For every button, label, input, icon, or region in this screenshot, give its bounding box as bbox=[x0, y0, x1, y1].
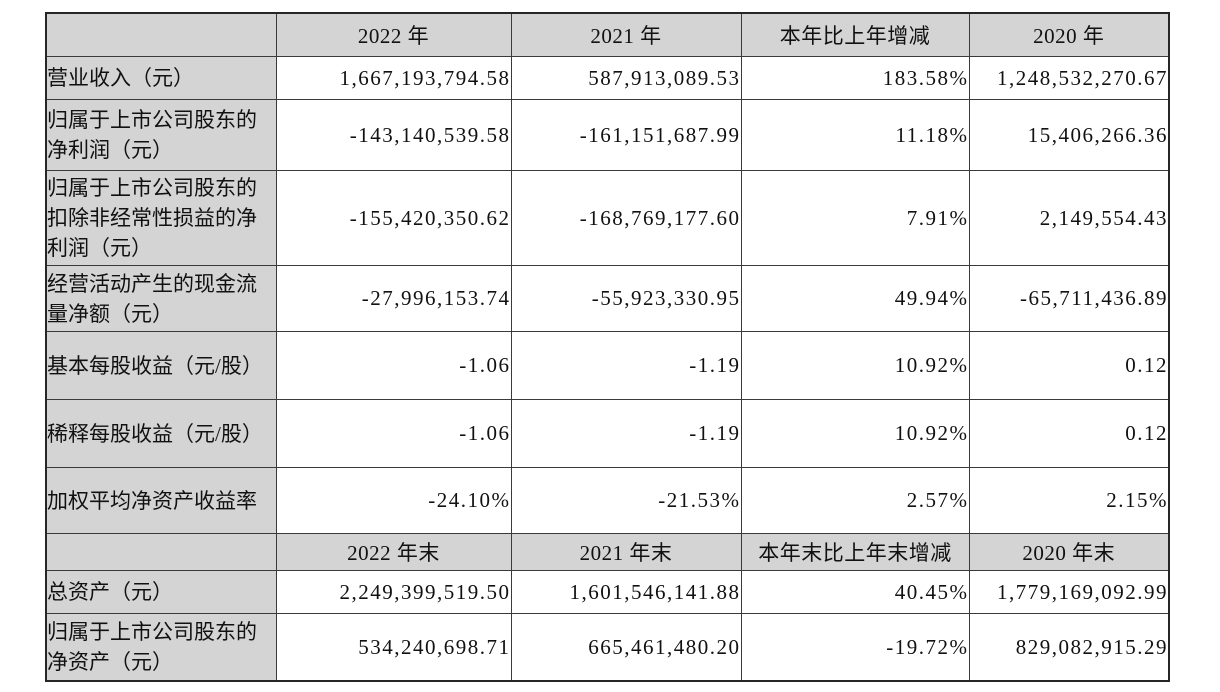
annual-header-2020: 2020 年 bbox=[968, 12, 1170, 57]
value-2021: -161,151,687.99 bbox=[510, 99, 742, 171]
row-operating-cash-flow: 经营活动产生的现金流量净额（元） -27,996,153.74 -55,923,… bbox=[45, 265, 1170, 332]
value-change: 11.18% bbox=[740, 99, 970, 171]
value-change: 10.92% bbox=[740, 331, 970, 400]
value-change: 49.94% bbox=[740, 265, 970, 332]
value-2020: 1,779,169,092.99 bbox=[968, 570, 1170, 614]
row-label: 加权平均净资产收益率 bbox=[45, 467, 277, 534]
row-label: 归属于上市公司股东的扣除非经常性损益的净利润（元） bbox=[45, 170, 277, 266]
yearend-header-blank bbox=[45, 533, 277, 571]
row-label: 归属于上市公司股东的净资产（元） bbox=[45, 613, 277, 682]
value-2022: -1.06 bbox=[275, 331, 512, 400]
row-label: 总资产（元） bbox=[45, 570, 277, 614]
value-2022: 2,249,399,519.50 bbox=[275, 570, 512, 614]
value-2020: 1,248,532,270.67 bbox=[968, 56, 1170, 100]
row-label: 营业收入（元） bbox=[45, 56, 277, 100]
value-2020: 15,406,266.36 bbox=[968, 99, 1170, 171]
annual-header-blank bbox=[45, 12, 277, 57]
row-label: 经营活动产生的现金流量净额（元） bbox=[45, 265, 277, 332]
value-change: 2.57% bbox=[740, 467, 970, 534]
row-label: 基本每股收益（元/股） bbox=[45, 331, 277, 400]
annual-header-2021: 2021 年 bbox=[510, 12, 742, 57]
value-2021: -55,923,330.95 bbox=[510, 265, 742, 332]
value-change: 40.45% bbox=[740, 570, 970, 614]
financial-summary-table: 2022 年 2021 年 本年比上年增减 2020 年 营业收入（元） 1,6… bbox=[45, 12, 1170, 682]
row-label: 稀释每股收益（元/股） bbox=[45, 399, 277, 468]
value-2022: -24.10% bbox=[275, 467, 512, 534]
row-total-assets: 总资产（元） 2,249,399,519.50 1,601,546,141.88… bbox=[45, 570, 1170, 614]
value-change: 7.91% bbox=[740, 170, 970, 266]
value-2021: -1.19 bbox=[510, 331, 742, 400]
value-2020: 2,149,554.43 bbox=[968, 170, 1170, 266]
value-2020: 829,082,915.29 bbox=[968, 613, 1170, 682]
row-net-assets-attributable: 归属于上市公司股东的净资产（元） 534,240,698.71 665,461,… bbox=[45, 613, 1170, 682]
yearend-header-row: 2022 年末 2021 年末 本年末比上年末增减 2020 年末 bbox=[45, 533, 1170, 571]
value-2021: -168,769,177.60 bbox=[510, 170, 742, 266]
yearend-header-change: 本年末比上年末增减 bbox=[740, 533, 970, 571]
yearend-header-2021: 2021 年末 bbox=[510, 533, 742, 571]
row-net-profit-attributable: 归属于上市公司股东的净利润（元） -143,140,539.58 -161,15… bbox=[45, 99, 1170, 171]
row-diluted-eps: 稀释每股收益（元/股） -1.06 -1.19 10.92% 0.12 bbox=[45, 399, 1170, 468]
value-2022: 534,240,698.71 bbox=[275, 613, 512, 682]
value-2021: 1,601,546,141.88 bbox=[510, 570, 742, 614]
value-2022: -27,996,153.74 bbox=[275, 265, 512, 332]
value-2020: -65,711,436.89 bbox=[968, 265, 1170, 332]
value-change: 183.58% bbox=[740, 56, 970, 100]
value-2020: 0.12 bbox=[968, 399, 1170, 468]
row-operating-revenue: 营业收入（元） 1,667,193,794.58 587,913,089.53 … bbox=[45, 56, 1170, 100]
value-change: -19.72% bbox=[740, 613, 970, 682]
value-2020: 0.12 bbox=[968, 331, 1170, 400]
row-net-profit-excl-nonrecurring: 归属于上市公司股东的扣除非经常性损益的净利润（元） -155,420,350.6… bbox=[45, 170, 1170, 266]
yearend-header-2020: 2020 年末 bbox=[968, 533, 1170, 571]
value-2022: -155,420,350.62 bbox=[275, 170, 512, 266]
value-2020: 2.15% bbox=[968, 467, 1170, 534]
row-basic-eps: 基本每股收益（元/股） -1.06 -1.19 10.92% 0.12 bbox=[45, 331, 1170, 400]
value-2021: -21.53% bbox=[510, 467, 742, 534]
value-2022: -1.06 bbox=[275, 399, 512, 468]
value-2021: 665,461,480.20 bbox=[510, 613, 742, 682]
value-2022: -143,140,539.58 bbox=[275, 99, 512, 171]
yearend-header-2022: 2022 年末 bbox=[275, 533, 512, 571]
row-label: 归属于上市公司股东的净利润（元） bbox=[45, 99, 277, 171]
annual-header-2022: 2022 年 bbox=[275, 12, 512, 57]
value-2021: -1.19 bbox=[510, 399, 742, 468]
value-2021: 587,913,089.53 bbox=[510, 56, 742, 100]
annual-header-row: 2022 年 2021 年 本年比上年增减 2020 年 bbox=[45, 12, 1170, 57]
annual-header-change: 本年比上年增减 bbox=[740, 12, 970, 57]
value-change: 10.92% bbox=[740, 399, 970, 468]
row-weighted-avg-roe: 加权平均净资产收益率 -24.10% -21.53% 2.57% 2.15% bbox=[45, 467, 1170, 534]
value-2022: 1,667,193,794.58 bbox=[275, 56, 512, 100]
